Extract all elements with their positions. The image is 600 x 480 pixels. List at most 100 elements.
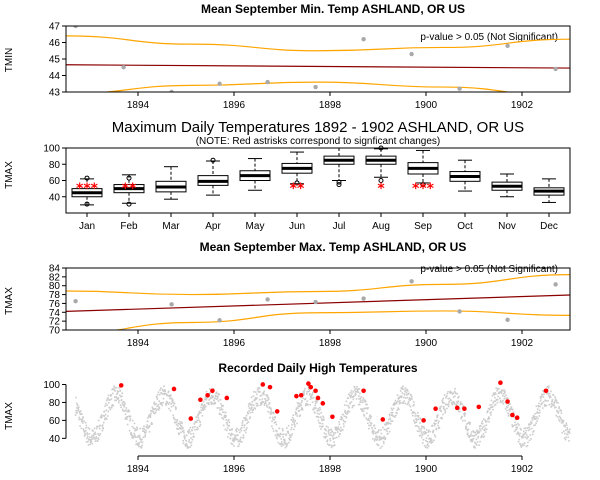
daily-point <box>267 397 270 399</box>
daily-point <box>110 406 113 409</box>
daily-point <box>300 408 303 411</box>
daily-point <box>443 394 446 396</box>
daily-point <box>539 405 541 408</box>
daily-point <box>449 390 451 393</box>
daily-point <box>135 429 138 432</box>
daily-point <box>276 430 278 433</box>
highlight-point <box>188 416 194 421</box>
daily-point <box>99 432 102 435</box>
daily-point <box>415 421 418 424</box>
panel4-ylabel: TMAX <box>4 402 15 430</box>
daily-point <box>441 417 443 420</box>
daily-point <box>214 397 216 400</box>
daily-point <box>543 393 545 395</box>
daily-point <box>289 439 292 441</box>
daily-point <box>367 407 369 409</box>
daily-point <box>485 424 488 426</box>
daily-point <box>395 401 398 404</box>
daily-point <box>209 396 212 399</box>
daily-point <box>87 440 89 443</box>
daily-point <box>242 436 245 439</box>
panel3-clip <box>66 274 570 330</box>
panel2-subtitle: (NOTE: Red astrisks correspond to signfi… <box>196 136 441 147</box>
daily-point <box>374 427 376 430</box>
daily-point <box>292 414 295 416</box>
daily-point <box>413 421 416 423</box>
daily-point <box>252 409 254 412</box>
daily-point <box>454 387 456 390</box>
daily-point <box>349 402 351 405</box>
daily-point <box>357 403 360 406</box>
daily-point <box>375 439 378 441</box>
daily-point <box>131 437 133 439</box>
daily-point <box>412 401 415 403</box>
significance-marker-jun: ** <box>290 181 305 197</box>
daily-point <box>212 402 215 405</box>
daily-point <box>105 402 107 405</box>
daily-point <box>417 418 420 421</box>
daily-point <box>330 434 332 436</box>
panel1-ci-upper-curve <box>66 35 570 52</box>
daily-point <box>216 397 219 400</box>
daily-point <box>86 433 89 436</box>
daily-point <box>388 413 391 416</box>
daily-point <box>316 412 319 415</box>
daily-point <box>204 405 207 408</box>
daily-point <box>294 425 296 428</box>
daily-point <box>424 432 426 435</box>
daily-point <box>352 405 354 407</box>
daily-point <box>188 440 190 443</box>
daily-point <box>569 428 571 431</box>
daily-point <box>158 393 161 396</box>
daily-point <box>290 434 293 437</box>
panel3-data-point <box>409 279 414 284</box>
daily-point <box>411 398 413 400</box>
daily-point <box>92 434 95 437</box>
daily-point <box>312 391 314 394</box>
daily-point <box>537 405 540 408</box>
highlight-point <box>505 399 510 404</box>
daily-point <box>189 446 191 448</box>
daily-point <box>173 417 175 420</box>
daily-point <box>490 399 493 402</box>
daily-point <box>337 431 339 433</box>
daily-point <box>168 401 171 404</box>
daily-point <box>194 428 196 431</box>
daily-point <box>543 405 546 407</box>
daily-point <box>519 427 522 430</box>
daily-point <box>568 432 571 434</box>
daily-point <box>539 396 542 398</box>
daily-point <box>165 393 168 395</box>
daily-point <box>236 427 238 430</box>
daily-point <box>526 444 529 447</box>
daily-point <box>486 420 488 423</box>
daily-point <box>151 406 154 409</box>
daily-point <box>385 428 387 431</box>
daily-point <box>150 410 152 412</box>
daily-point <box>561 419 563 421</box>
panel4-xtick-label: 1896 <box>223 464 246 475</box>
daily-point <box>251 401 254 403</box>
daily-point <box>391 420 394 422</box>
daily-point <box>118 387 121 389</box>
daily-point <box>187 430 189 432</box>
daily-point <box>373 430 375 433</box>
daily-point <box>259 404 262 406</box>
highlight-point <box>171 386 177 392</box>
daily-point <box>157 404 159 406</box>
daily-point <box>90 436 93 439</box>
daily-point <box>256 393 258 396</box>
daily-point <box>148 414 150 417</box>
daily-point <box>158 407 161 410</box>
daily-point <box>142 430 144 432</box>
daily-point <box>254 391 257 393</box>
daily-point <box>557 418 560 421</box>
daily-point <box>295 407 298 409</box>
daily-point <box>447 403 450 405</box>
daily-point <box>403 396 405 399</box>
daily-point <box>156 398 159 400</box>
daily-point <box>85 429 87 432</box>
daily-point <box>553 402 556 404</box>
daily-point <box>279 432 282 435</box>
daily-point <box>363 407 365 410</box>
